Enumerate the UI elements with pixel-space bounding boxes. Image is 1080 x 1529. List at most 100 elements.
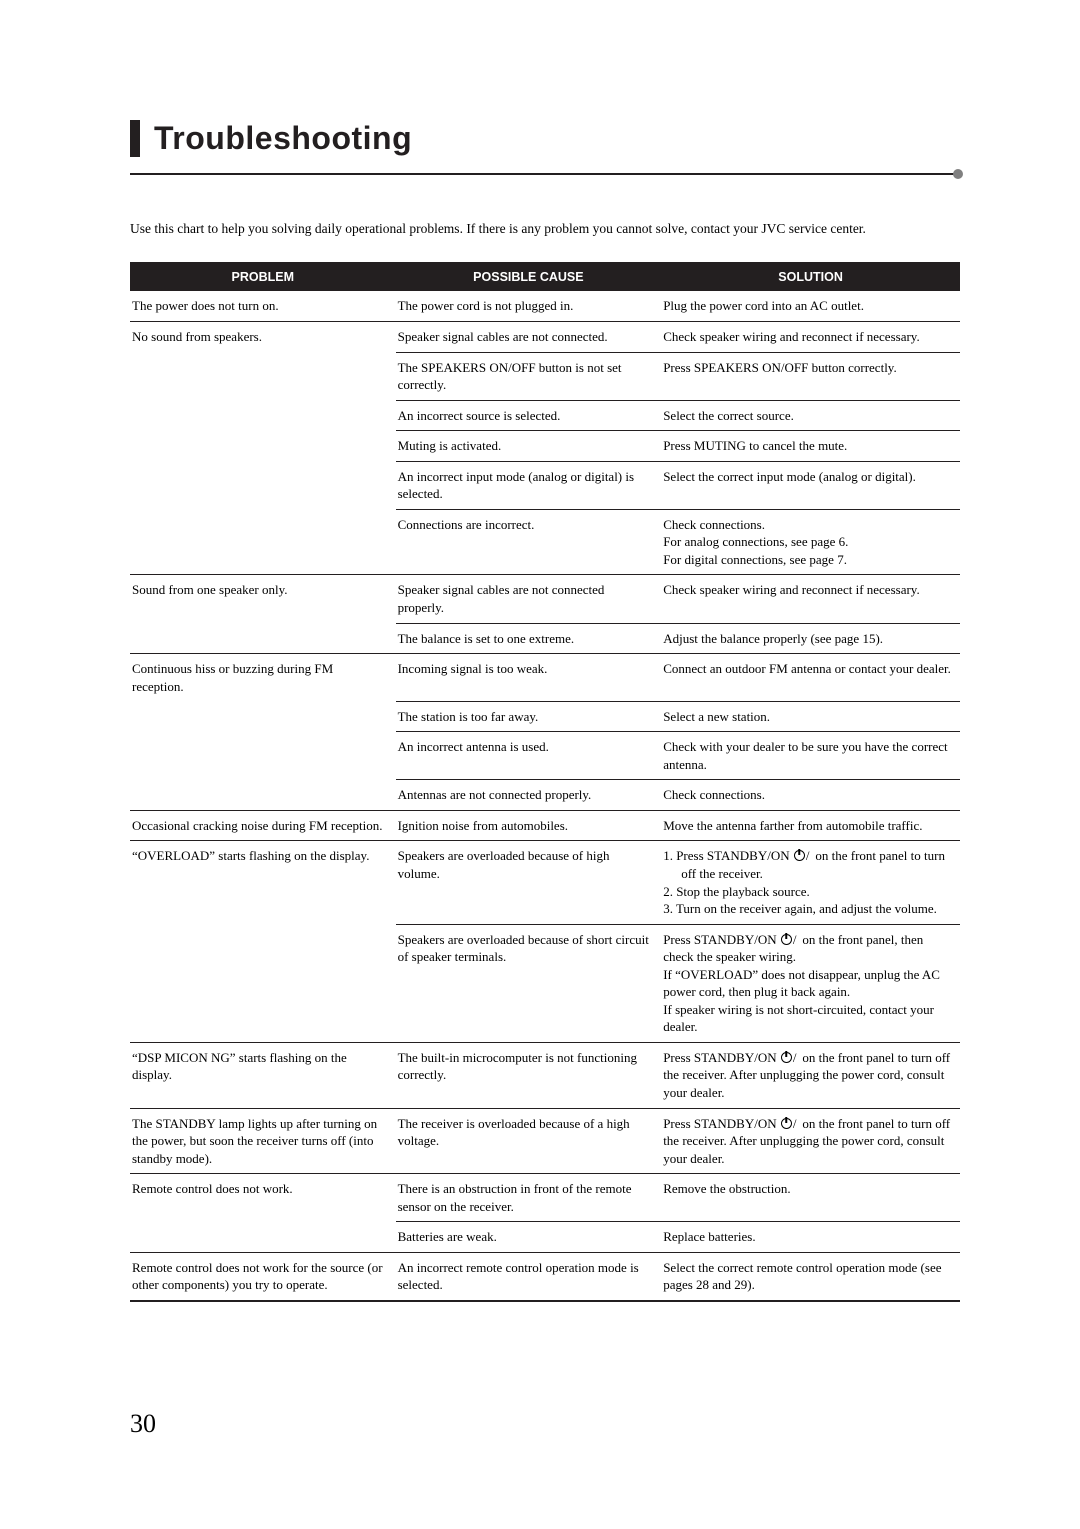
cell-problem: Remote control does not work. (130, 1174, 396, 1222)
cell-cause: An incorrect antenna is used. (396, 732, 662, 780)
cell-cause: An incorrect input mode (analog or digit… (396, 461, 662, 509)
cell-problem: Occasional cracking noise during FM rece… (130, 810, 396, 841)
cell-solution: Check connections. For analog connection… (661, 509, 960, 575)
cell-solution: Press MUTING to cancel the mute. (661, 431, 960, 462)
cell-cause: The receiver is overloaded because of a … (396, 1108, 662, 1174)
cell-solution: Check speaker wiring and reconnect if ne… (661, 575, 960, 623)
cell-problem: “OVERLOAD” starts flashing on the displa… (130, 841, 396, 924)
power-icon (781, 934, 792, 945)
page-number: 30 (130, 1409, 156, 1439)
cell-cause: The built-in microcomputer is not functi… (396, 1042, 662, 1108)
section-title: Troubleshooting (154, 120, 960, 157)
cell-solution: Check speaker wiring and reconnect if ne… (661, 321, 960, 352)
cell-solution: Press SPEAKERS ON/OFF button correctly. (661, 352, 960, 400)
intro-text: Use this chart to help you solving daily… (130, 220, 960, 238)
cell-solution: Move the antenna farther from automobile… (661, 810, 960, 841)
cell-solution: Remove the obstruction. (661, 1174, 960, 1222)
table-row: “DSP MICON NG” starts flashing on the di… (130, 1042, 960, 1108)
cell-solution: Check connections. (661, 780, 960, 811)
cell-problem (130, 780, 396, 811)
header-solution: SOLUTION (661, 263, 960, 291)
cell-solution: Replace batteries. (661, 1222, 960, 1253)
cell-solution: Connect an outdoor FM antenna or contact… (661, 654, 960, 702)
table-row: Sound from one speaker only. Speaker sig… (130, 575, 960, 623)
table-row: The SPEAKERS ON/OFF button is not set co… (130, 352, 960, 400)
cell-cause: The SPEAKERS ON/OFF button is not set co… (396, 352, 662, 400)
cell-cause: An incorrect source is selected. (396, 400, 662, 431)
cell-solution: Select the correct source. (661, 400, 960, 431)
cell-solution: Press STANDBY/ON / on the front panel to… (661, 1042, 960, 1108)
power-icon (781, 1052, 792, 1063)
cell-problem: The power does not turn on. (130, 291, 396, 322)
cell-problem (130, 461, 396, 509)
cell-cause: Antennas are not connected properly. (396, 780, 662, 811)
power-icon (781, 1118, 792, 1129)
table-row: Occasional cracking noise during FM rece… (130, 810, 960, 841)
table-row: Continuous hiss or buzzing during FM rec… (130, 654, 960, 702)
table-row: The STANDBY lamp lights up after turning… (130, 1108, 960, 1174)
cell-cause: An incorrect remote control operation mo… (396, 1252, 662, 1301)
title-dot-icon (953, 169, 963, 179)
solution-step: 2. Stop the playback source. (663, 883, 952, 901)
troubleshooting-table: PROBLEM POSSIBLE CAUSE SOLUTION The powe… (130, 262, 960, 1302)
cell-problem (130, 509, 396, 575)
cell-cause: The power cord is not plugged in. (396, 291, 662, 322)
cell-solution: 1. Press STANDBY/ON / on the front panel… (661, 841, 960, 924)
table-row: Remote control does not work. There is a… (130, 1174, 960, 1222)
cell-cause: There is an obstruction in front of the … (396, 1174, 662, 1222)
cell-solution: Adjust the balance properly (see page 15… (661, 623, 960, 654)
cell-cause: The station is too far away. (396, 701, 662, 732)
cell-problem: Sound from one speaker only. (130, 575, 396, 623)
cell-problem: No sound from speakers. (130, 321, 396, 352)
solution-line: For analog connections, see page 6. (663, 534, 848, 549)
cell-cause: Batteries are weak. (396, 1222, 662, 1253)
cell-problem (130, 732, 396, 780)
cell-cause: Speakers are overloaded because of short… (396, 924, 662, 1042)
table-row: The balance is set to one extreme. Adjus… (130, 623, 960, 654)
cell-problem (130, 1222, 396, 1253)
solution-line: Check connections. (663, 517, 765, 532)
solution-text-a: Press STANDBY/ON (663, 1050, 780, 1065)
cell-problem (130, 431, 396, 462)
solution-text-a: Press STANDBY/ON (663, 932, 780, 947)
solution-text-a: Press STANDBY/ON (663, 1116, 780, 1131)
cell-solution: Select the correct input mode (analog or… (661, 461, 960, 509)
cell-cause: Speaker signal cables are not connected … (396, 575, 662, 623)
cell-problem (130, 400, 396, 431)
cell-cause: Connections are incorrect. (396, 509, 662, 575)
header-cause: POSSIBLE CAUSE (396, 263, 662, 291)
table-row: “OVERLOAD” starts flashing on the displa… (130, 841, 960, 924)
cell-problem (130, 352, 396, 400)
cell-cause: Speakers are overloaded because of high … (396, 841, 662, 924)
cell-problem (130, 924, 396, 1042)
table-row: Antennas are not connected properly. Che… (130, 780, 960, 811)
table-header-row: PROBLEM POSSIBLE CAUSE SOLUTION (130, 263, 960, 291)
solution-step: 1. Press STANDBY/ON / on the front panel… (663, 847, 952, 882)
cell-problem: Remote control does not work for the sou… (130, 1252, 396, 1301)
table-row: No sound from speakers. Speaker signal c… (130, 321, 960, 352)
table-row: Remote control does not work for the sou… (130, 1252, 960, 1301)
table-row: Speakers are overloaded because of short… (130, 924, 960, 1042)
title-underline (130, 167, 960, 182)
table-row: Connections are incorrect. Check connect… (130, 509, 960, 575)
header-problem: PROBLEM (130, 263, 396, 291)
table-row: The station is too far away. Select a ne… (130, 701, 960, 732)
cell-cause: The balance is set to one extreme. (396, 623, 662, 654)
cell-solution: Select the correct remote control operat… (661, 1252, 960, 1301)
table-row: Batteries are weak. Replace batteries. (130, 1222, 960, 1253)
cell-cause: Muting is activated. (396, 431, 662, 462)
table-row: Muting is activated. Press MUTING to can… (130, 431, 960, 462)
cell-solution: Press STANDBY/ON / on the front panel to… (661, 1108, 960, 1174)
title-line (130, 173, 960, 175)
step-text-a: 1. Press STANDBY/ON (663, 848, 793, 863)
solution-steps: 1. Press STANDBY/ON / on the front panel… (663, 847, 952, 917)
cell-problem (130, 623, 396, 654)
table-row: An incorrect source is selected. Select … (130, 400, 960, 431)
cell-solution: Press STANDBY/ON / on the front panel, t… (661, 924, 960, 1042)
table-row: The power does not turn on. The power co… (130, 291, 960, 322)
section-title-block: Troubleshooting (130, 120, 960, 157)
cell-problem: “DSP MICON NG” starts flashing on the di… (130, 1042, 396, 1108)
cell-solution: Check with your dealer to be sure you ha… (661, 732, 960, 780)
cell-problem (130, 701, 396, 732)
solution-text-b: on the front panel, then check the speak… (663, 932, 940, 1035)
